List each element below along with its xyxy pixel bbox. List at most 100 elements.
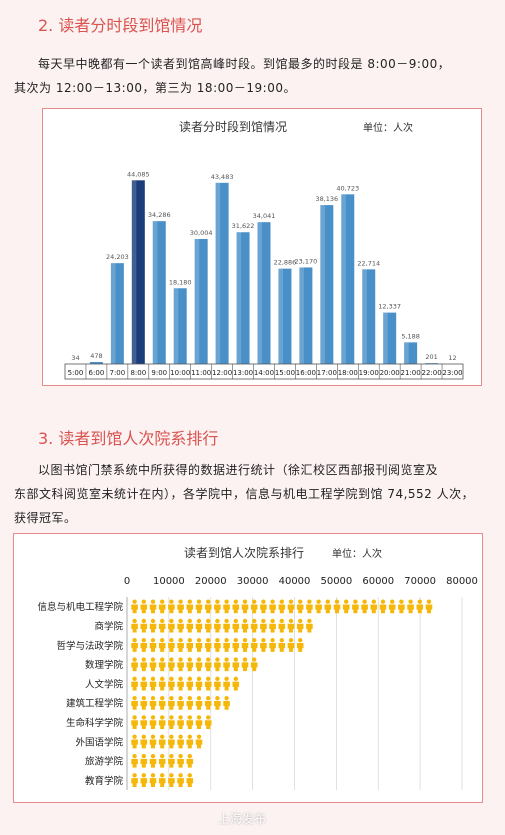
person-icon [204, 623, 212, 633]
person-icon [141, 599, 146, 604]
hourly-axis-band [64, 363, 464, 380]
hourly-bar [341, 194, 355, 364]
person-icon [250, 623, 258, 633]
person-icon [270, 599, 275, 604]
person-icon [168, 700, 175, 710]
person-icon [242, 638, 248, 643]
person-icon [325, 599, 330, 604]
department-label: 人文学院 [85, 678, 124, 690]
hourly-tick-label: 6:00 [89, 369, 105, 377]
hourly-value-label: 478 [90, 352, 102, 360]
section-2-paragraph: 每天早中晚都有一个读者到馆高峰时段。到馆最多的时段是 8:00－9:00， 其次… [14, 52, 492, 100]
person-icon [371, 599, 376, 604]
person-icon [178, 638, 183, 643]
person-icon [223, 662, 230, 672]
person-icon [158, 700, 166, 710]
person-icon [425, 604, 433, 614]
person-icon [158, 758, 166, 768]
person-icon [315, 604, 322, 614]
person-icon [187, 638, 192, 643]
hourly-value-label: 201 [425, 353, 437, 361]
person-icon [333, 604, 341, 614]
person-icon [141, 638, 146, 643]
person-icon [260, 623, 267, 633]
person-icon [149, 604, 157, 614]
person-icon [270, 638, 275, 643]
person-icon [158, 739, 166, 749]
department-bar [131, 657, 258, 672]
person-icon [178, 773, 183, 778]
person-icon [178, 715, 183, 720]
person-icon [141, 695, 146, 701]
person-icon [169, 734, 174, 739]
person-icon [224, 638, 229, 643]
person-icon [177, 662, 184, 672]
person-icon [206, 599, 211, 604]
person-icon [223, 700, 230, 710]
hourly-tick-label: 10:00 [170, 369, 190, 377]
hourly-value-label: 12,337 [378, 303, 401, 311]
person-icon [195, 623, 203, 633]
hourly-tick-label: 15:00 [275, 369, 295, 377]
hourly-bar-shade [257, 222, 263, 364]
person-icon [158, 623, 166, 633]
person-icon [187, 618, 192, 624]
person-icon [233, 676, 238, 682]
person-icon [307, 618, 312, 624]
person-icon [158, 681, 166, 691]
person-icon [186, 739, 194, 749]
person-icon [169, 753, 174, 759]
person-icon [187, 695, 192, 701]
person-icon [131, 778, 138, 787]
person-icon [195, 700, 203, 710]
person-icon [298, 638, 303, 643]
person-icon [168, 623, 175, 633]
person-icon [140, 778, 148, 787]
person-icon [224, 695, 229, 701]
hourly-tick-label: 14:00 [254, 369, 274, 377]
person-icon [131, 662, 138, 672]
hourly-bar-shade [383, 312, 388, 364]
person-icon [223, 604, 230, 614]
person-icon [215, 599, 220, 604]
person-icon [214, 643, 221, 652]
hourly-bar-shade [131, 180, 137, 364]
person-icon [168, 720, 175, 730]
person-icon [324, 604, 332, 614]
hourly-bar [278, 268, 292, 364]
person-icon [416, 604, 424, 614]
hourly-tick-label: 23:00 [442, 369, 462, 377]
department-bar [131, 599, 433, 614]
section-3-paragraph: 以图书馆门禁系统中所获得的数据进行统计（徐汇校区西部报刊阅览室及 东部文科阅览室… [14, 458, 492, 530]
hourly-chart-box: 读者分时段到馆情况 单位：人次 34 478 24,203 44,085 34,286 1… [42, 108, 482, 386]
hourly-bar [152, 221, 166, 364]
person-icon [132, 618, 137, 624]
person-icon [288, 599, 294, 604]
hourly-bar-shade [215, 182, 221, 364]
hourly-bar [383, 312, 397, 364]
person-icon [178, 734, 183, 739]
person-icon [242, 657, 248, 662]
person-icon [398, 604, 405, 614]
person-icon [177, 739, 184, 749]
person-icon [223, 623, 230, 633]
hourly-bar [425, 363, 439, 364]
person-icon [206, 676, 211, 682]
department-x-tick-label: 10000 [153, 576, 185, 587]
person-icon [160, 715, 165, 720]
hourly-bar-shade [173, 288, 179, 364]
person-icon [158, 662, 166, 672]
department-bar [131, 715, 212, 730]
department-bar [131, 676, 240, 691]
department-chart-box: 读者到馆人次院系排行 单位：人次 0 10000 20000 30000 40000 50… [13, 533, 483, 803]
department-label: 哲学与法政学院 [56, 640, 123, 652]
person-icon [187, 734, 192, 739]
hourly-bar-shade [362, 269, 367, 364]
person-icon [215, 657, 220, 662]
person-icon [150, 676, 156, 682]
hourly-bar-shade [299, 267, 304, 364]
hourly-bar [299, 267, 313, 364]
person-icon [380, 599, 386, 604]
person-icon [132, 676, 137, 682]
person-icon [233, 638, 238, 643]
